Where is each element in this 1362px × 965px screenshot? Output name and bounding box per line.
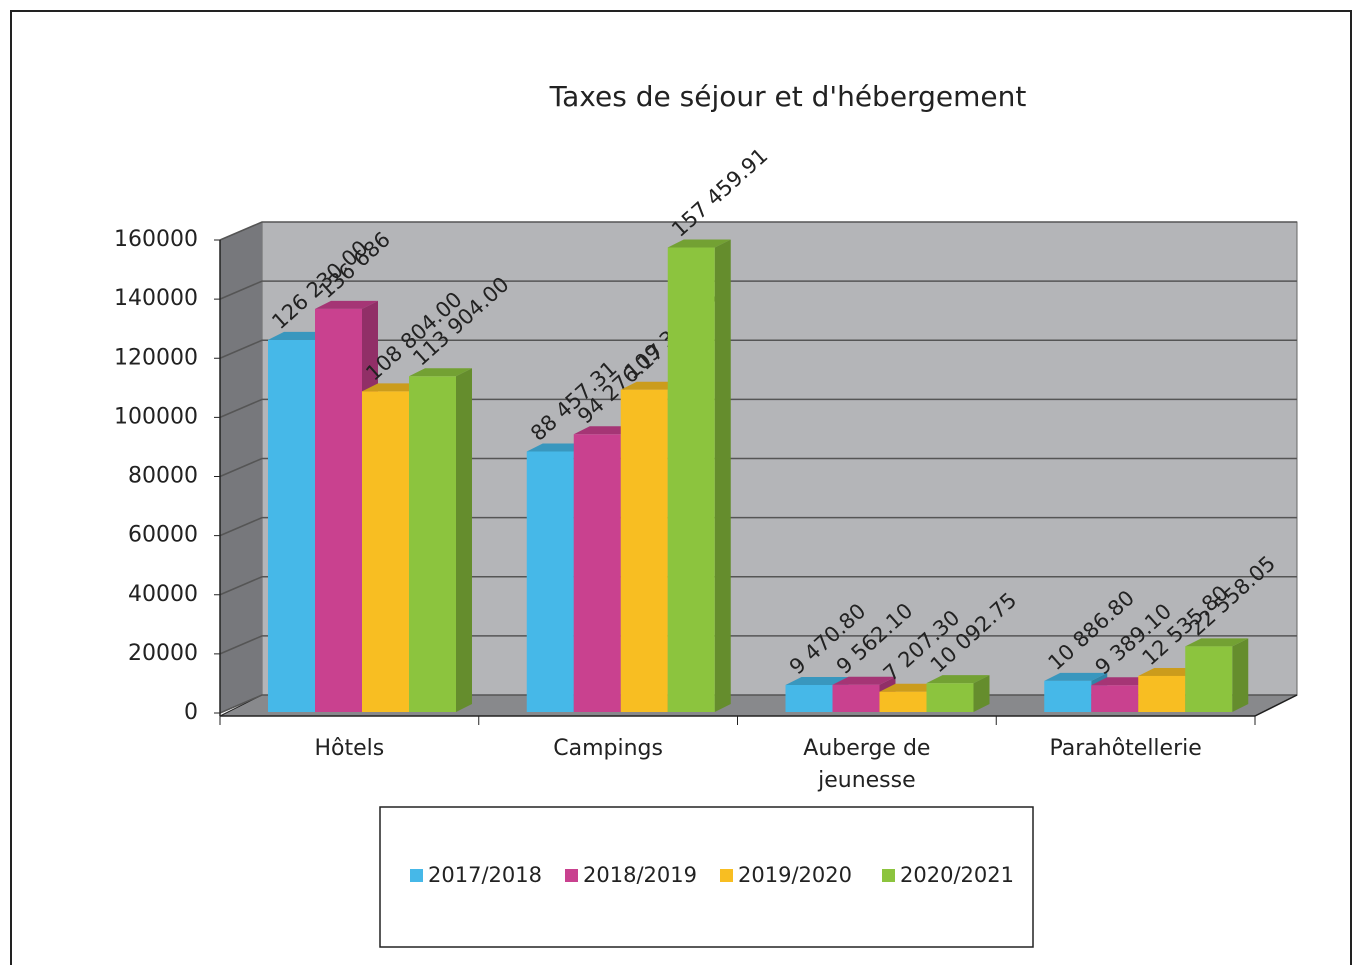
x-tick-line: Auberge de <box>803 736 930 761</box>
bar-top <box>1185 638 1249 647</box>
legend-swatch <box>410 869 423 882</box>
bar <box>785 685 833 712</box>
y-tick-label: 20000 <box>128 641 198 666</box>
bar-top <box>1044 672 1108 681</box>
grid-line <box>219 398 1297 419</box>
bar-top <box>409 368 472 377</box>
bar <box>409 376 456 712</box>
bar <box>315 308 362 712</box>
y-tick-label: 80000 <box>128 464 198 489</box>
bar-top <box>315 300 378 309</box>
bar-top <box>832 676 896 685</box>
legend-label: 2020/2021 <box>900 863 1014 887</box>
y-tick-label: 140000 <box>114 286 198 311</box>
x-tick-label: Hôtels <box>315 736 385 761</box>
grid-line <box>219 576 1297 596</box>
grid-line <box>219 635 1297 655</box>
x-tick-line: jeunesse <box>817 768 916 793</box>
floor-edge <box>1254 694 1298 717</box>
bar-side <box>1232 638 1249 712</box>
chart-title: Taxes de séjour et d'hébergement <box>549 80 1027 113</box>
bar <box>1044 680 1092 712</box>
grid-line <box>219 221 1297 241</box>
frame <box>10 10 1352 965</box>
bar <box>926 683 974 712</box>
bar-top <box>667 239 731 248</box>
bar-side <box>973 675 990 712</box>
bar <box>667 247 715 712</box>
grid-line <box>219 516 1297 537</box>
bar-side <box>456 368 472 712</box>
grid-line <box>219 339 1297 359</box>
bar <box>879 691 927 712</box>
y-tick-label: 120000 <box>114 345 198 370</box>
grid-line <box>219 457 1297 478</box>
legend-swatch <box>565 869 578 882</box>
legend-swatch <box>720 869 733 882</box>
bar <box>1185 646 1233 712</box>
y-tick-label: 160000 <box>114 227 198 252</box>
bar <box>1138 675 1186 712</box>
legend-swatch <box>882 869 895 882</box>
bar <box>832 684 880 712</box>
y-tick-label: 100000 <box>114 404 198 429</box>
legend-label: 2018/2019 <box>583 863 697 887</box>
legend-label: 2017/2018 <box>428 863 542 887</box>
bar <box>620 389 668 712</box>
y-tick-label: 40000 <box>128 582 198 607</box>
bar <box>268 339 315 712</box>
bar <box>526 451 574 712</box>
grid-line <box>219 280 1297 300</box>
bar <box>1091 685 1139 712</box>
legend-label: 2019/2020 <box>738 863 852 887</box>
bar-top <box>926 675 990 684</box>
bar-side <box>714 239 731 712</box>
x-tick-label: Campings <box>553 736 663 761</box>
legend-box <box>379 806 1034 948</box>
bar <box>573 434 621 712</box>
y-tick-label: 0 <box>184 700 198 725</box>
x-tick-label: Auberge de jeunesse <box>803 736 930 793</box>
y-tick-label: 60000 <box>128 523 198 548</box>
bar <box>362 391 409 712</box>
x-tick-label: Parahôtellerie <box>1049 736 1201 761</box>
bar-top <box>785 677 849 686</box>
